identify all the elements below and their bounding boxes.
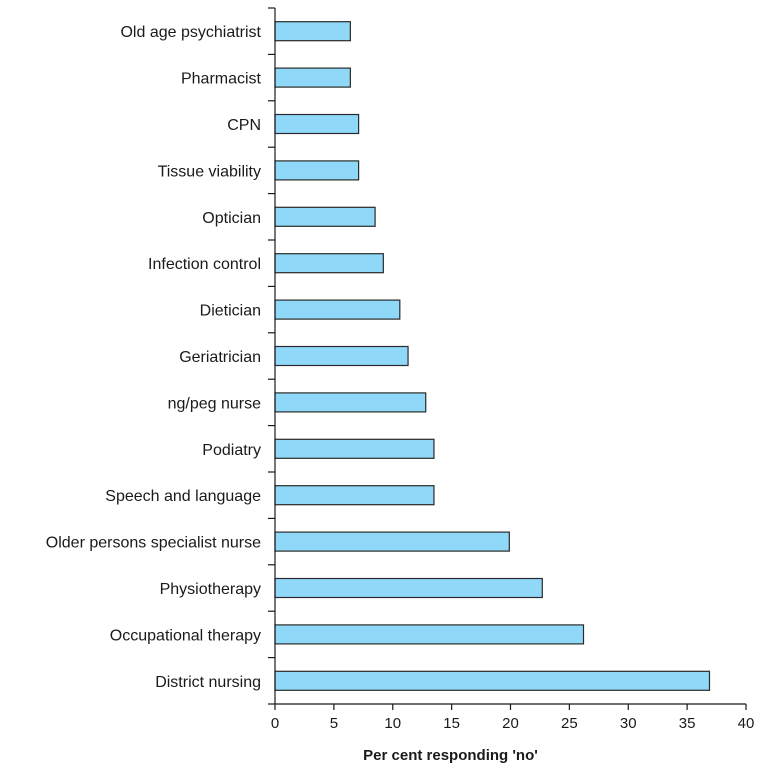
category-label: Dietician	[200, 303, 261, 320]
category-label: Pharmacist	[181, 71, 262, 88]
bar	[274, 21, 351, 42]
bar	[274, 670, 711, 691]
bar	[274, 206, 376, 227]
x-tick-label: 5	[330, 715, 338, 732]
category-label: Tissue viability	[158, 163, 261, 180]
category-label: Physiotherapy	[160, 581, 261, 598]
x-tick-label: 15	[443, 715, 460, 732]
bar	[274, 67, 351, 88]
category-label: Older persons specialist nurse	[46, 535, 261, 552]
category-label: Geriatrician	[179, 349, 261, 366]
bar	[274, 299, 401, 320]
bar	[274, 577, 543, 599]
bar	[274, 160, 360, 181]
category-label: Infection control	[148, 256, 261, 273]
x-axis-tick-labels: 0 5 10 15 20 25 30 35 40	[271, 715, 755, 732]
category-label: CPN	[227, 117, 261, 134]
x-tick-label: 40	[738, 715, 755, 732]
bars-group	[274, 21, 711, 691]
bar	[274, 345, 409, 367]
category-label: Podiatry	[202, 442, 261, 459]
bar	[274, 531, 510, 552]
x-tick-label: 30	[620, 715, 637, 732]
category-label: ng/peg nurse	[168, 395, 262, 412]
y-axis-ticks	[268, 7, 275, 705]
category-label: Old age psychiatrist	[120, 24, 261, 41]
bar	[274, 485, 435, 506]
x-tick-label: 25	[561, 715, 578, 732]
category-label: Speech and language	[105, 488, 261, 505]
bar	[274, 624, 585, 645]
category-label: Occupational therapy	[110, 627, 261, 644]
bar	[274, 392, 427, 413]
x-tick-label: 0	[271, 715, 279, 732]
bar	[274, 113, 360, 135]
x-tick-label: 10	[384, 715, 401, 732]
x-axis-title: Per cent responding 'no'	[363, 747, 538, 764]
bar	[274, 438, 435, 459]
x-tick-label: 20	[502, 715, 519, 732]
x-tick-label: 35	[679, 715, 696, 732]
category-label: Optician	[202, 210, 261, 227]
x-axis-ticks	[274, 704, 747, 710]
bar	[274, 253, 384, 274]
category-label: District nursing	[155, 674, 261, 691]
category-labels: Old age psychiatrist Pharmacist CPN Tissue …	[46, 24, 262, 691]
